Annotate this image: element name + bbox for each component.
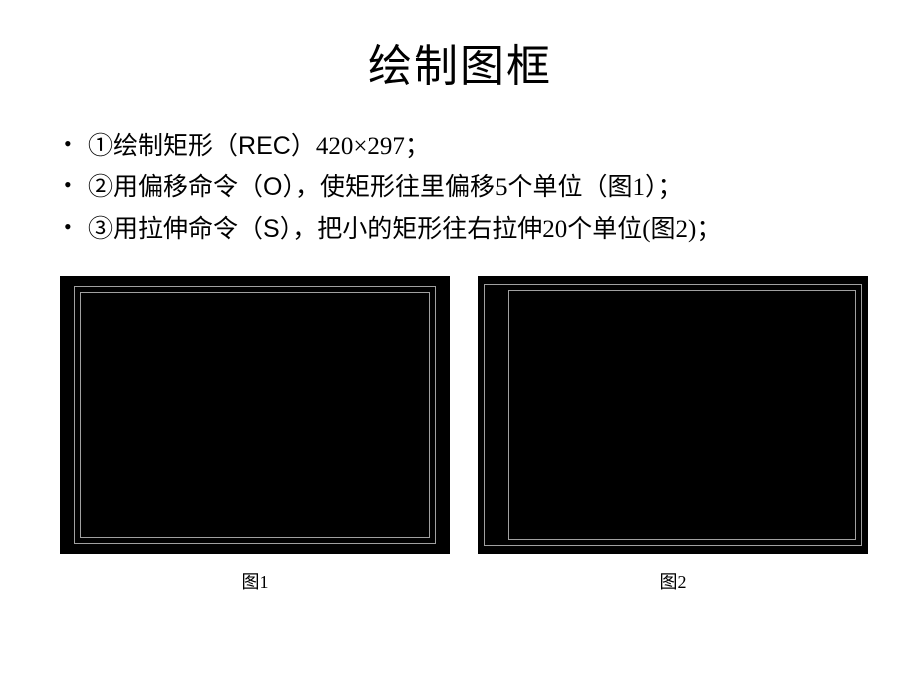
- bullet-item: ②用偏移命令（O），使矩形往里偏移5个单位（图1）；: [60, 167, 870, 208]
- bullet-item: ③用拉伸命令（S），把小的矩形往右拉伸20个单位(图2)；: [60, 209, 870, 250]
- figure-1-block: 图1: [60, 276, 450, 594]
- bullet-text-pre: 绘制矩形（: [113, 133, 238, 160]
- slide: 绘制图框 ①绘制矩形（REC）420×297； ②用偏移命令（O），使矩形往里偏…: [0, 0, 920, 690]
- figures-row: 图1 图2: [50, 276, 870, 594]
- figure-2-canvas: [478, 276, 868, 554]
- bullet-text-post: ），把小的矩形往右拉伸20个单位(图2)；: [280, 216, 722, 243]
- figure-2-caption: 图2: [660, 568, 687, 594]
- figure-1-inner-rect: [80, 292, 430, 538]
- bullet-text-post: ）420×297；: [291, 133, 430, 160]
- figure-1-caption: 图1: [242, 568, 269, 594]
- bullet-cmd: O: [263, 173, 282, 201]
- bullet-marker: ③: [88, 216, 113, 243]
- bullet-text-pre: 用拉伸命令（: [113, 216, 263, 243]
- figure-2-block: 图2: [478, 276, 868, 594]
- bullet-marker: ②: [88, 174, 113, 201]
- bullet-list: ①绘制矩形（REC）420×297； ②用偏移命令（O），使矩形往里偏移5个单位…: [50, 126, 870, 250]
- bullet-text-pre: 用偏移命令（: [113, 174, 263, 201]
- bullet-cmd: S: [263, 215, 280, 243]
- slide-title: 绘制图框: [50, 30, 870, 94]
- figure-1-canvas: [60, 276, 450, 554]
- bullet-cmd: REC: [238, 132, 291, 160]
- bullet-item: ①绘制矩形（REC）420×297；: [60, 126, 870, 167]
- bullet-marker: ①: [88, 133, 113, 160]
- figure-2-inner-rect: [508, 290, 856, 540]
- bullet-text-post: ），使矩形往里偏移5个单位（图1）；: [282, 174, 682, 201]
